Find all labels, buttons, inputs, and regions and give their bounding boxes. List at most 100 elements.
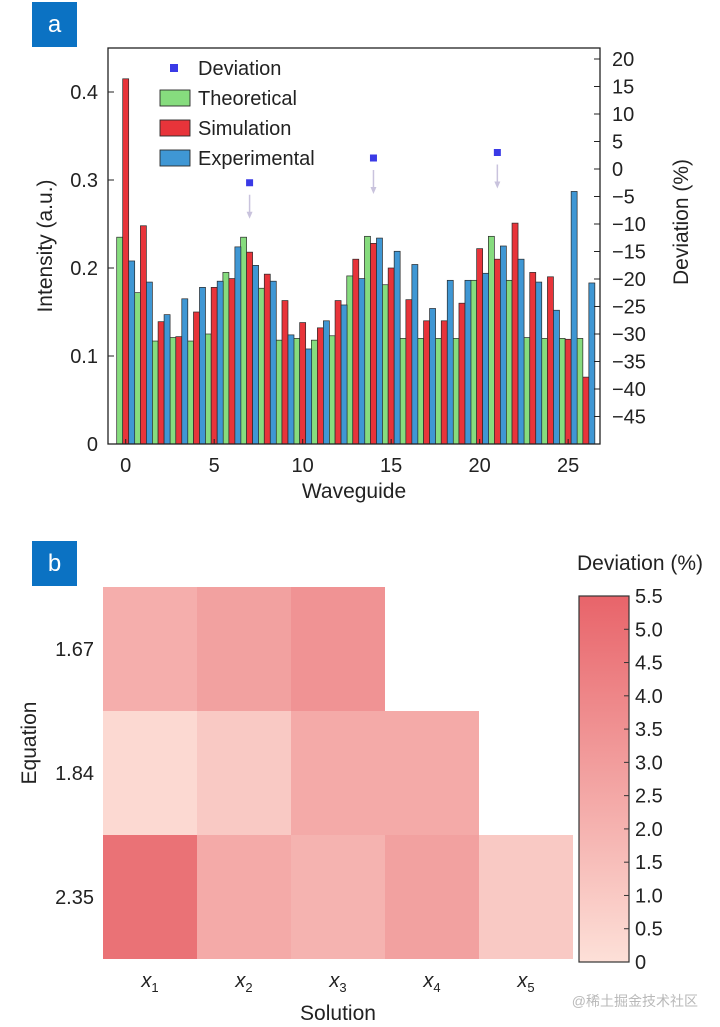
heatmap-cell-1.84-x2	[197, 711, 291, 835]
y-tick-label: 0.2	[70, 258, 98, 280]
bar-experimental-8	[269, 280, 277, 445]
colorbar-title: Deviation (%)	[577, 552, 703, 575]
bar-experimental-5	[216, 280, 224, 445]
bar-theoretical-22	[505, 279, 513, 445]
y2-tick-label: 15	[612, 77, 634, 99]
heatmap-cell-2.35-x2	[197, 835, 291, 959]
heatmap-cell-2.35-x3	[291, 835, 385, 959]
bar-theoretical-20	[470, 279, 478, 445]
colorbar-tick-label: 3.0	[635, 752, 663, 774]
y-axis-label: Intensity (a.u.)	[34, 179, 57, 312]
bar-chart-intensity: 0 0.1 0.2 0.3 0.4 20 15 10 5 0 −5 −10 −15 −20 −25 −30 −3…	[34, 47, 693, 503]
bar-experimental-2	[163, 314, 171, 445]
bar-simulation-20	[476, 248, 484, 445]
bar-simulation-0	[122, 78, 130, 445]
colorbar-tick-label: 1.0	[635, 885, 663, 907]
heatmap-y-tick-label: 1.84	[55, 763, 94, 785]
heatmap-cell-1.67-x3	[291, 587, 385, 711]
bar-experimental-4	[199, 287, 206, 445]
y2-axis-label: Deviation (%)	[670, 159, 693, 285]
y2-tick-label: −10	[612, 214, 646, 236]
colorbar-tick-label: 5.0	[635, 619, 663, 641]
bar-simulation-14	[370, 243, 377, 445]
heatmap-x-tick-label: x2	[234, 970, 252, 995]
bar-experimental-6	[234, 246, 242, 445]
bar-simulation-2	[157, 321, 165, 445]
y2-tick-label: −25	[612, 297, 646, 319]
bar-experimental-16	[411, 264, 419, 445]
bar-theoretical-5	[204, 333, 212, 445]
heatmap-y-axis-label: Equation	[18, 702, 41, 785]
bar-experimental-19	[464, 279, 472, 445]
legend-deviation-marker	[170, 64, 178, 72]
bar-theoretical-10	[293, 338, 301, 445]
deviation-point-14	[369, 154, 377, 162]
bar-theoretical-9	[275, 339, 283, 445]
y-tick-label: 0.1	[70, 346, 98, 368]
bar-experimental-13	[358, 278, 366, 445]
bar-experimental-22	[517, 258, 525, 445]
x-axis-label: Waveguide	[302, 480, 406, 503]
bar-theoretical-8	[257, 287, 265, 445]
bar-theoretical-6	[222, 272, 230, 445]
bar-simulation-9	[281, 300, 289, 445]
bar-theoretical-7	[240, 236, 247, 445]
bar-theoretical-26	[576, 338, 584, 445]
bar-theoretical-11	[311, 339, 318, 445]
deviation-arrow-head-2	[494, 181, 501, 189]
colorbar-tick-label: 0	[635, 952, 646, 974]
deviation-arrow-head-1	[370, 187, 377, 194]
deviation-arrow-head-0	[246, 211, 253, 219]
y2-tick-label: −40	[612, 379, 646, 401]
bar-theoretical-13	[346, 275, 354, 445]
bar-experimental-10	[305, 348, 313, 445]
colorbar-tick-label: 2.0	[635, 819, 663, 841]
bar-experimental-23	[535, 281, 543, 445]
heatmap-deviation: 1.67 1.84 2.35 x1 x2 x3 x4 x5 Solution Equation 5.…	[18, 552, 703, 1025]
bar-experimental-26	[588, 282, 596, 445]
bar-experimental-0	[128, 260, 136, 445]
bar-simulation-5	[210, 287, 218, 445]
bar-experimental-7	[252, 265, 259, 445]
heatmap-x-tick-label: x5	[516, 970, 534, 995]
legend-deviation-label: Deviation	[198, 58, 281, 80]
colorbar-tick-label: 1.5	[635, 852, 663, 874]
y2-tick-label: 20	[612, 49, 634, 71]
bar-experimental-1	[146, 281, 153, 445]
heatmap-x-tick-label: x3	[328, 970, 346, 995]
y2-tick-label: −35	[612, 352, 646, 374]
y2-tick-label: −5	[612, 187, 635, 209]
x-tick-label: 20	[469, 455, 491, 477]
x-tick-label: 0	[120, 455, 131, 477]
bar-experimental-11	[323, 320, 330, 445]
heatmap-y-tick-label: 1.67	[55, 639, 94, 661]
y2-tick-label: 5	[612, 132, 623, 154]
bar-theoretical-25	[558, 338, 566, 445]
legend-theoretical-label: Theoretical	[198, 88, 297, 110]
bar-experimental-12	[340, 304, 348, 445]
colorbar-tick-label: 2.5	[635, 786, 663, 808]
bar-theoretical-14	[364, 235, 371, 445]
bar-theoretical-16	[399, 338, 407, 445]
colorbar	[578, 595, 630, 963]
bar-theoretical-15	[381, 284, 389, 445]
legend-experimental-label: Experimental	[198, 148, 315, 170]
panel-b-badge: b	[32, 541, 77, 586]
bar-experimental-20	[482, 272, 490, 445]
bar-experimental-14	[376, 237, 383, 445]
bar-experimental-17	[429, 308, 436, 445]
watermark: @稀土掘金技术社区	[571, 993, 698, 1009]
bar-simulation-11	[317, 327, 324, 445]
bar-theoretical-0	[116, 236, 124, 445]
plot-frame	[107, 47, 601, 445]
panel-a-badge: a	[32, 2, 77, 47]
bar-simulation-22	[511, 222, 519, 445]
bar-experimental-24	[553, 309, 560, 445]
bar-experimental-18	[446, 279, 454, 445]
y-tick-label: 0.4	[70, 82, 98, 104]
heatmap-cell-1.67-x1	[103, 587, 197, 711]
heatmap-cell-2.35-x5	[479, 835, 573, 959]
heatmap-cell-1.84-x4	[385, 711, 479, 835]
bar-theoretical-3	[169, 337, 177, 445]
heatmap-cell-2.35-x4	[385, 835, 479, 959]
